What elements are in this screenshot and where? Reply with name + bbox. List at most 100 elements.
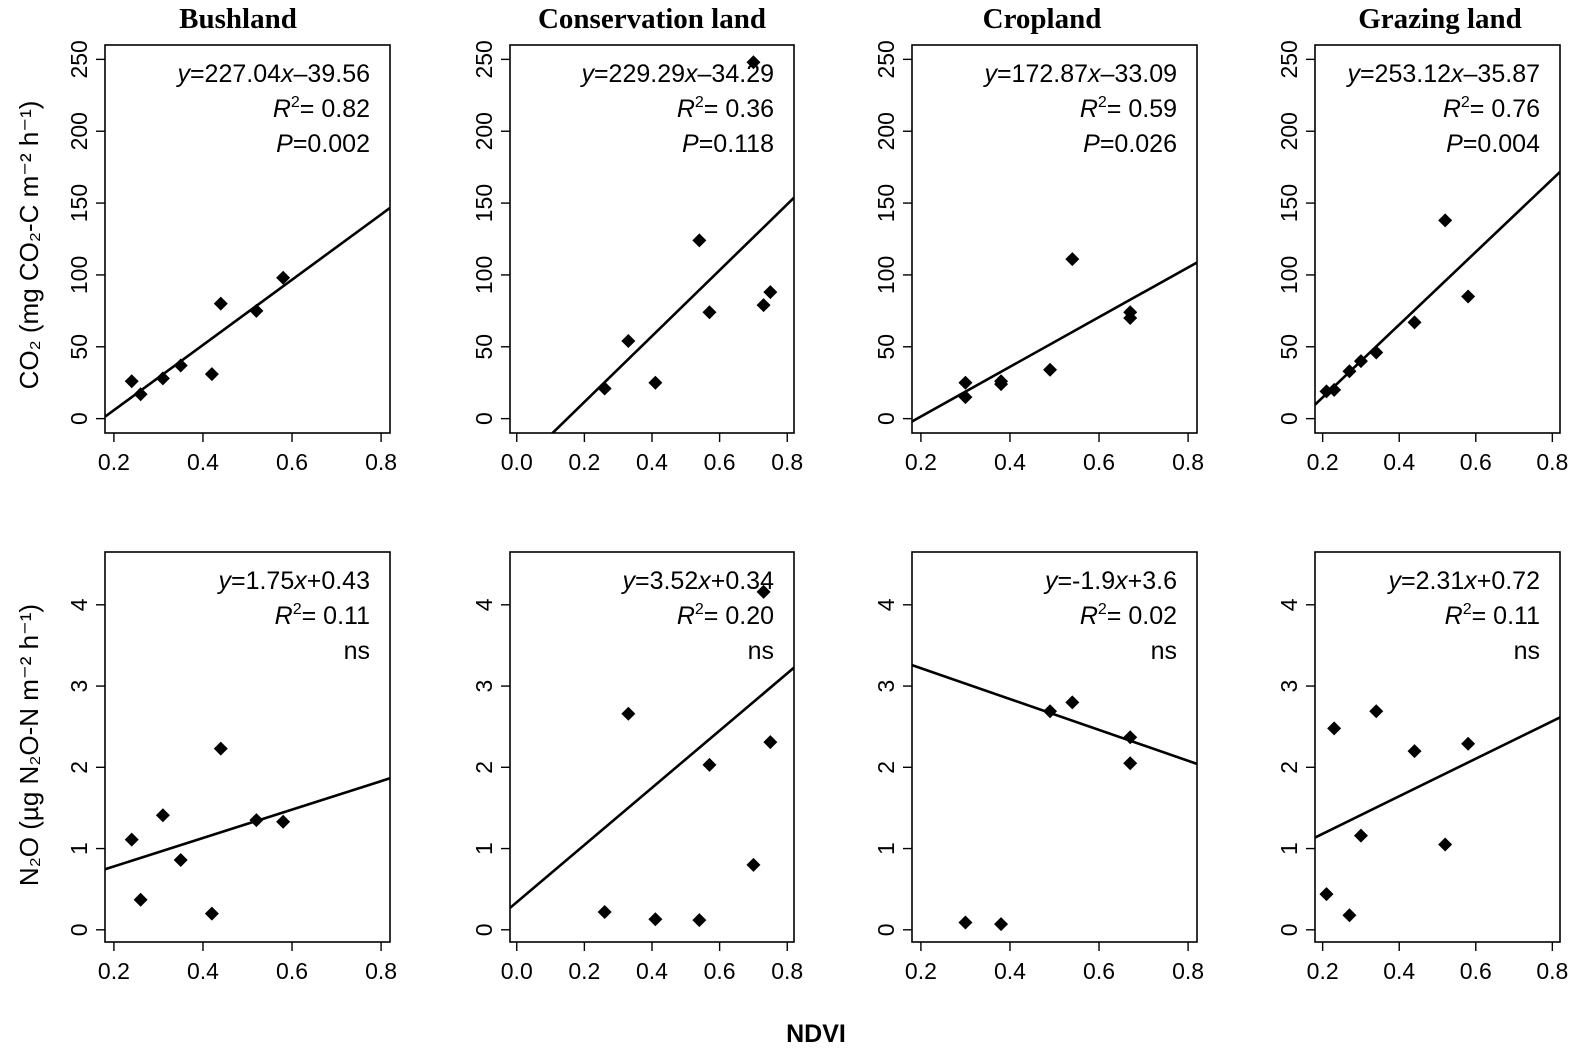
panel-2-x-tick-label: 0.8	[1172, 449, 1204, 475]
panel-4: 0.2 0.4 0.6 0.8 0 1 2 3 4 y=1.75x+0.43 R2= 0.11 ns	[66, 551, 397, 984]
panel-4-data-point	[213, 741, 228, 756]
panel-1-plot-area	[550, 55, 794, 433]
panel-4-y-tick-label: 0	[66, 923, 92, 936]
panel-7-y-tick-label: 2	[1276, 761, 1302, 774]
panel-7-equation: y=2.31x+0.72	[1386, 567, 1540, 595]
panel-7: 0.2 0.4 0.6 0.8 0 1 2 3 4 y=2.31x+0.72 R2= 0.11 ns	[1276, 551, 1568, 984]
panel-5-y-tick-label: 4	[471, 598, 497, 611]
panel-1-x-tick-label: 0.0	[501, 449, 533, 475]
panel-7-y-tick-label: 4	[1276, 598, 1302, 611]
panel-3-data-point	[1461, 289, 1476, 304]
panel-4-equation: y=1.75x+0.43	[216, 567, 370, 595]
panel-0-y-tick-label: 50	[66, 334, 92, 360]
panel-5-x-tick-label: 0.0	[501, 958, 533, 984]
panel-5-data-point	[702, 757, 717, 772]
panel-3-data-point	[1369, 345, 1384, 360]
panel-4-plot-box	[104, 551, 391, 943]
panel-5-r-squared: R2= 0.20	[677, 601, 774, 630]
panel-3-data-point	[1342, 364, 1357, 379]
panel-3-data-point	[1327, 382, 1342, 397]
panel-3: Grazing land 0.2 0.4 0.6 0.8 0 50 100 150 200 250 y…	[1276, 3, 1568, 475]
panel-2-data-point	[1065, 252, 1080, 267]
panel-2-y-tick-label: 50	[873, 334, 899, 360]
panel-3-y-tick-label: 100	[1276, 256, 1302, 294]
panel-4-data-point	[133, 892, 148, 907]
panel-7-x-tick-label: 0.8	[1536, 958, 1568, 984]
panel-5-y-tick-label: 1	[471, 842, 497, 855]
panel-0-significance: P=0.002	[276, 130, 370, 158]
panel-5-y-tick-label: 3	[471, 680, 497, 693]
panel-7-data-point	[1353, 828, 1368, 843]
panel-4-data-point	[124, 832, 139, 847]
panel-7-regression-line	[1315, 716, 1560, 839]
panel-4-y-tick-label: 1	[66, 842, 92, 855]
panel-5-x-tick-label: 0.4	[636, 958, 668, 984]
panel-3-r-squared: R2= 0.76	[1443, 94, 1540, 123]
panel-5-y-tick-label: 0	[471, 923, 497, 936]
panel-6-data-point	[1123, 730, 1138, 745]
panel-4-y-tick-label: 2	[66, 761, 92, 774]
panel-7-data-point	[1407, 744, 1422, 759]
panel-0-data-point	[213, 296, 228, 311]
panel-6-x-tick-label: 0.4	[994, 958, 1026, 984]
panel-3-plot-box	[1314, 44, 1561, 434]
panel-1-x-tick-label: 0.6	[704, 449, 736, 475]
panel-2-y-tick-label: 250	[873, 40, 899, 78]
panel-7-significance: ns	[1514, 637, 1540, 665]
panel-0-y-tick-label: 250	[66, 40, 92, 78]
panel-2-y-tick-label: 150	[873, 184, 899, 222]
panel-4-x-tick-label: 0.2	[98, 958, 130, 984]
panel-0-plot-box	[104, 44, 391, 434]
panel-1-data-point	[692, 233, 707, 248]
panel-5-data-point	[692, 913, 707, 928]
panel-6-y-tick-label: 1	[873, 842, 899, 855]
panel-1-regression-line	[550, 196, 794, 433]
panel-4-data-point	[249, 813, 264, 828]
panel-1-data-point	[648, 375, 663, 390]
panel-0-y-tick-label: 0	[66, 412, 92, 425]
panel-5-y-tick-label: 2	[471, 761, 497, 774]
panel-7-data-point	[1461, 736, 1476, 751]
panel-3-regression-line	[1315, 170, 1560, 406]
panel-4-x-tick-label: 0.8	[365, 958, 397, 984]
panel-0-regression-line	[105, 206, 390, 418]
panel-6-equation: y=-1.9x+3.6	[1043, 567, 1177, 595]
panel-1: Conservation land 0.0 0.2 0.4 0.6 0.8 0 50 100 15…	[471, 3, 803, 475]
panel-7-data-point	[1438, 837, 1453, 852]
panel-6-data-point	[1065, 695, 1080, 710]
panel-2-data-point	[958, 375, 973, 390]
panel-6-significance: ns	[1151, 637, 1177, 665]
panel-1-x-tick-label: 0.4	[636, 449, 668, 475]
panel-0-x-tick-label: 0.4	[187, 449, 219, 475]
panel-0-data-point	[173, 358, 188, 373]
panel-3-significance: P=0.004	[1446, 130, 1540, 158]
panel-3-equation: y=253.12x–35.87	[1345, 60, 1540, 88]
panel-1-data-point	[702, 305, 717, 320]
panel-3-x-tick-label: 0.8	[1536, 449, 1568, 475]
panel-2-equation: y=172.87x–33.09	[982, 60, 1177, 88]
panel-1-data-point	[746, 55, 761, 70]
panel-7-y-tick-label: 1	[1276, 842, 1302, 855]
panel-5-x-tick-label: 0.6	[704, 958, 736, 984]
panel-1-x-tick-label: 0.8	[771, 449, 803, 475]
panel-2-title: Cropland	[983, 3, 1102, 35]
panel-1-y-tick-label: 50	[471, 334, 497, 360]
x-axis-label: NDVI	[786, 1020, 846, 1048]
panel-2-y-tick-label: 200	[873, 112, 899, 150]
y-axis-label-co2: CO₂ (mg CO₂-C m⁻² h⁻¹)	[14, 101, 44, 390]
panel-3-data-point	[1407, 315, 1422, 330]
panel-5-regression-line	[510, 666, 794, 909]
panel-2-y-tick-label: 100	[873, 256, 899, 294]
panel-7-plot-area	[1315, 704, 1560, 923]
panel-2-regression-line	[912, 261, 1197, 423]
panel-2-plot-box	[911, 44, 1198, 434]
panel-0-title: Bushland	[179, 3, 297, 35]
panel-3-title: Grazing land	[1358, 3, 1522, 35]
panel-4-data-point	[173, 852, 188, 867]
panel-6: 0.2 0.4 0.6 0.8 0 1 2 3 4 y=-1.9x+3.6 R2= 0.02 ns	[873, 551, 1204, 984]
panel-0-data-point	[204, 367, 219, 382]
panel-6-r-squared: R2= 0.02	[1080, 601, 1177, 630]
panel-7-data-point	[1319, 887, 1334, 902]
panel-1-title: Conservation land	[538, 3, 766, 35]
panel-1-data-point	[621, 334, 636, 349]
